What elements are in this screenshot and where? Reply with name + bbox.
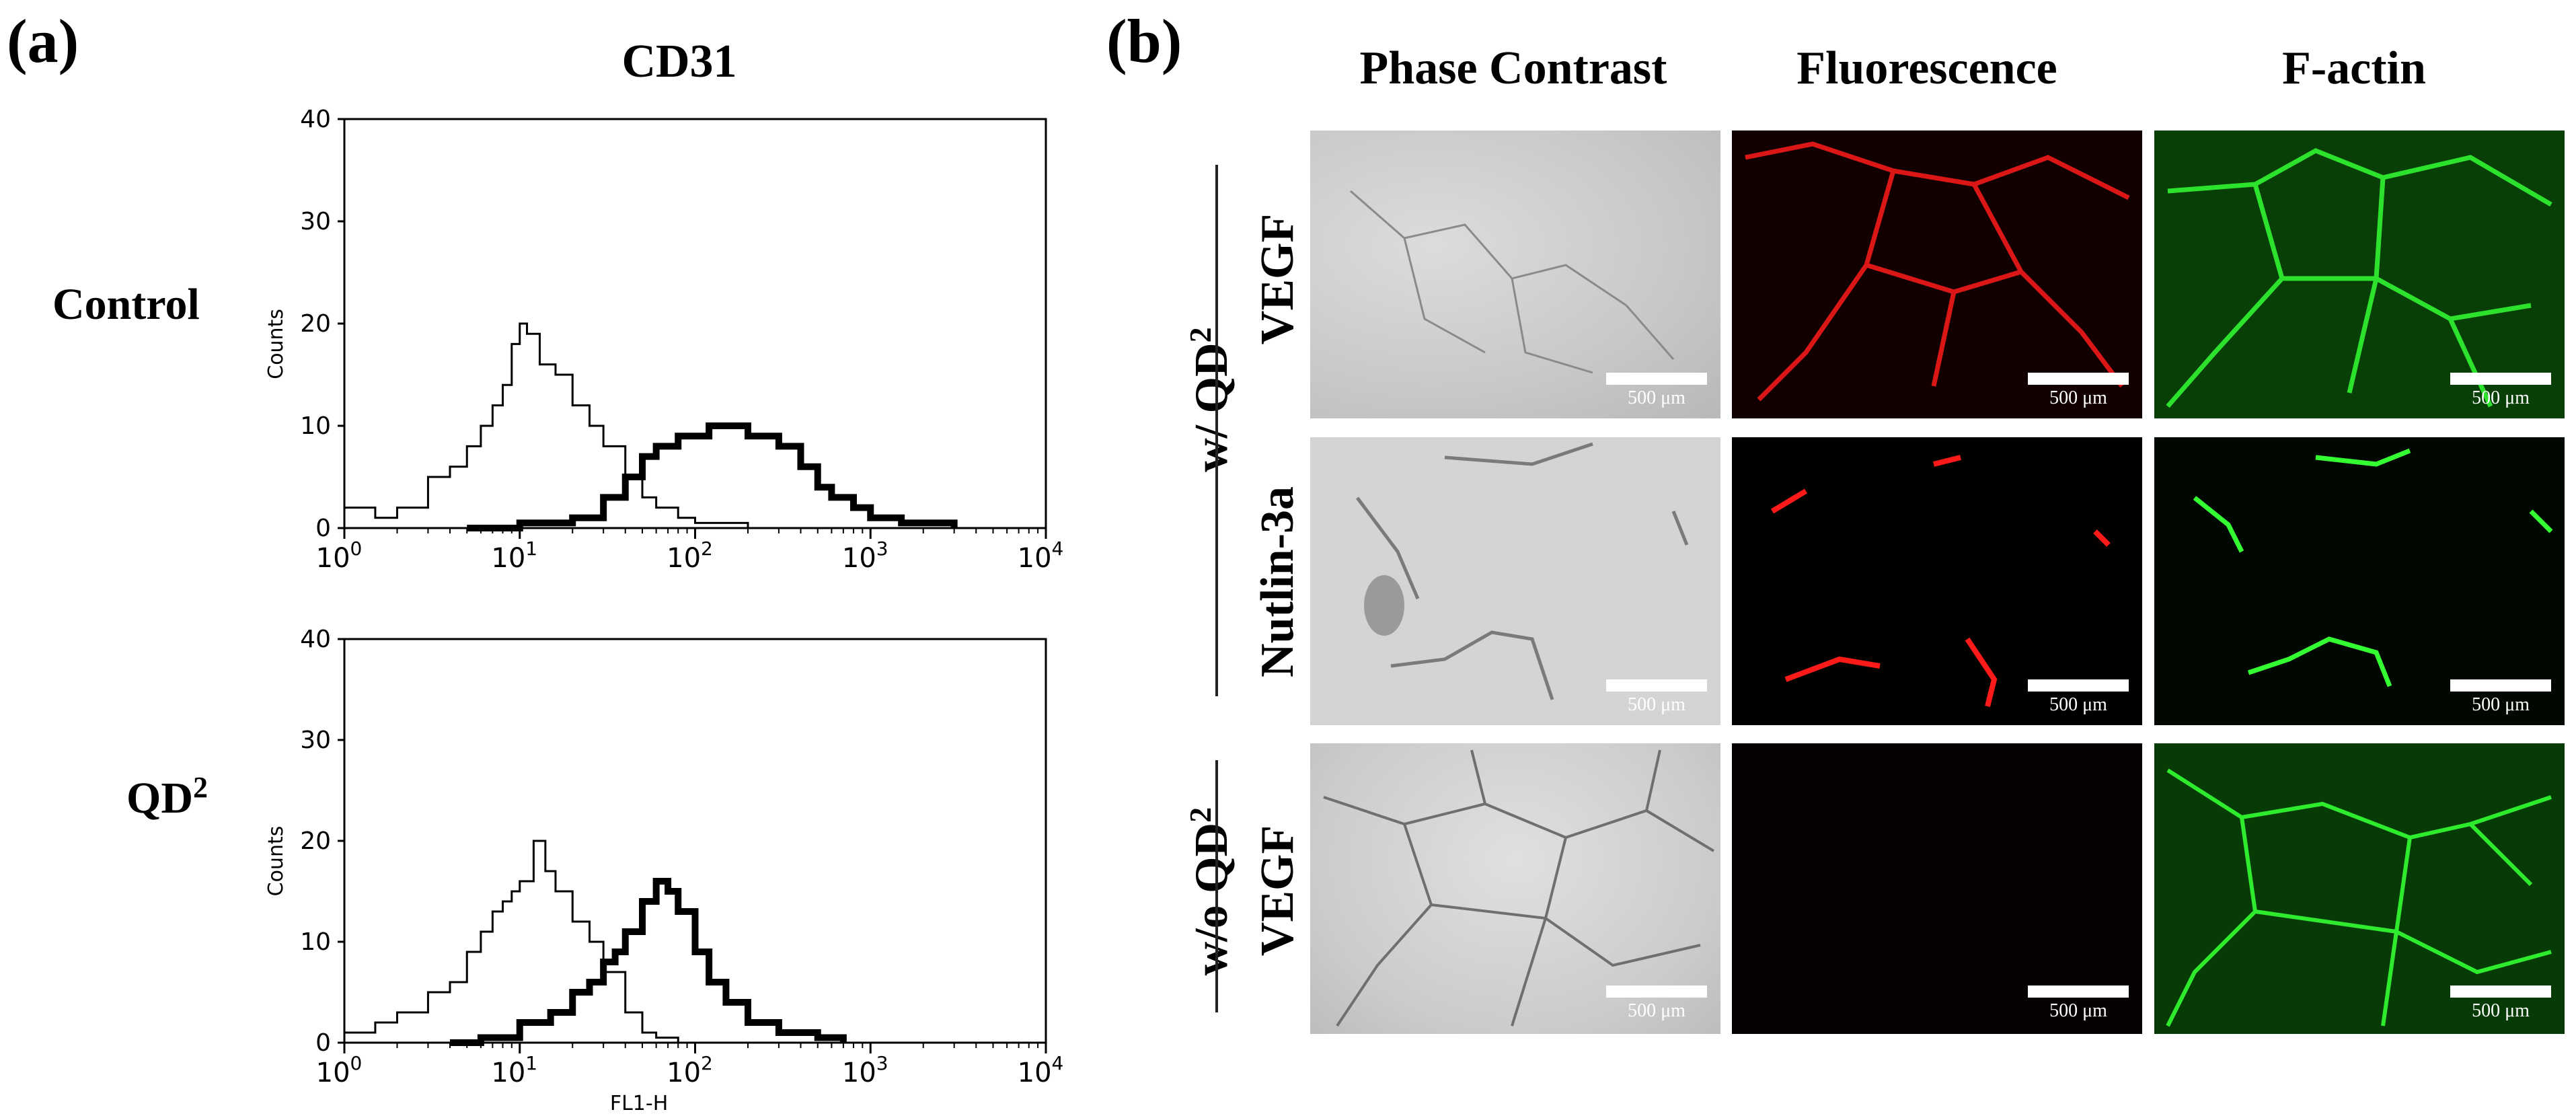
scale-bar-label: 500 μm — [2472, 694, 2530, 715]
x-tick-label: 100 — [316, 1052, 363, 1088]
group-label-without-qd2-text: w/o QD — [1186, 822, 1238, 976]
image-woqd2-factin: 500 μm — [2154, 743, 2565, 1034]
histogram-series-thin — [343, 322, 749, 528]
plot-1-row-label: Control — [52, 280, 200, 329]
green-network-texture — [2166, 148, 2552, 408]
scale-bar — [2028, 679, 2129, 692]
group-label-without-qd2-sup: 2 — [1182, 807, 1217, 823]
x-tick-label: 100 — [316, 537, 363, 574]
row-label-nutlin: Nutlin-3a — [1252, 486, 1303, 677]
image-vegf-fluorescence: 500 μm — [1732, 131, 2142, 418]
histogram-series-thick — [467, 422, 958, 531]
x-tick-label: 103 — [842, 1052, 888, 1088]
y-tick-label: 40 — [300, 106, 331, 133]
y-tick-label: 10 — [300, 412, 331, 440]
separator-without-qd2 — [1215, 760, 1218, 1012]
y-tick-label: 0 — [315, 1029, 331, 1057]
image-nutlin-factin: 500 μm — [2154, 437, 2565, 725]
scale-bar-label: 500 μm — [2049, 1000, 2107, 1021]
green-sparse-texture — [2193, 448, 2553, 687]
image-nutlin-fluorescence: 500 μm — [1732, 437, 2142, 725]
phase-network-texture — [1350, 190, 1675, 374]
y-tick-label: 10 — [300, 928, 331, 956]
green-dense-network-texture — [2166, 768, 2552, 1027]
scale-bar-label: 500 μm — [2049, 387, 2107, 408]
y-tick-label: 20 — [300, 310, 331, 338]
scale-bar — [1606, 373, 1707, 385]
group-label-with-qd2-sup: 2 — [1182, 327, 1217, 343]
panel-b-label: (b) — [1106, 7, 1182, 75]
y-tick-label: 20 — [300, 827, 331, 855]
y-tick-label: 0 — [315, 515, 331, 542]
scale-bar — [1606, 679, 1707, 692]
x-tick-label: 102 — [667, 537, 713, 574]
scale-bar-label: 500 μm — [2472, 1000, 2530, 1021]
scale-bar — [2028, 373, 2129, 385]
y-tick-label: 40 — [300, 626, 331, 653]
row-label-vegf-2: VEGF — [1252, 825, 1303, 957]
x-tick-label: 104 — [1018, 537, 1064, 574]
x-axis-label: FL1-H — [610, 1092, 668, 1115]
column-heading-phase: Phase Contrast — [1359, 42, 1667, 94]
group-label-with-qd2: w/ QD2 — [1182, 265, 1239, 534]
phase-sparse-texture — [1356, 442, 1689, 700]
red-sparse-texture — [1770, 455, 2111, 707]
scale-bar — [2450, 679, 2551, 692]
panel-a-title: CD31 — [621, 36, 737, 87]
image-vegf-phase: 500 μm — [1310, 131, 1720, 418]
scale-bar-label: 500 μm — [2049, 694, 2107, 715]
separator-with-qd2 — [1215, 165, 1218, 696]
scale-bar — [2450, 373, 2551, 385]
image-woqd2-fluorescence: 500 μm — [1732, 743, 2142, 1034]
histogram-series-thick — [449, 878, 847, 1046]
x-tick-label: 103 — [842, 537, 888, 574]
phase-dense-network-texture — [1323, 749, 1715, 1027]
group-label-without-qd2: w/o QD2 — [1182, 757, 1239, 1026]
y-tick-label: 30 — [300, 208, 331, 235]
plot-2-row-label-text: QD — [126, 774, 193, 823]
x-tick-label: 101 — [491, 537, 537, 574]
scale-bar-label: 500 μm — [1628, 694, 1685, 715]
red-network-texture — [1745, 141, 2130, 402]
scale-bar — [2028, 985, 2129, 998]
y-tick-label: 30 — [300, 727, 331, 754]
y-axis-label: Counts — [264, 826, 288, 897]
scale-bar-label: 500 μm — [1628, 1000, 1685, 1021]
histogram-series-thin — [343, 840, 679, 1043]
group-label-with-qd2-text: w/ QD — [1186, 342, 1238, 472]
scale-bar-label: 500 μm — [1628, 387, 1685, 408]
x-axis-label: FL1-H — [610, 577, 668, 579]
histogram-qd2: 0 10 20 30 40 100 101 102 103 104 Counts FL1-H — [264, 626, 1064, 1115]
histogram-control: 0 10 20 30 40 100 101 102 103 104 Counts FL1-H — [264, 106, 1064, 579]
x-tick-label: 102 — [667, 1052, 713, 1088]
scale-bar — [2450, 985, 2551, 998]
scale-bar — [1606, 985, 1707, 998]
panel-a-label: (a) — [7, 7, 79, 75]
row-label-vegf-1: VEGF — [1252, 213, 1303, 345]
image-vegf-factin: 500 μm — [2154, 131, 2565, 418]
image-woqd2-phase: 500 μm — [1310, 743, 1720, 1034]
column-heading-fluorescence: Fluorescence — [1796, 42, 2057, 94]
column-heading-factin: F-actin — [2282, 42, 2426, 94]
y-axis-label: Counts — [264, 309, 288, 379]
x-tick-label: 104 — [1018, 1052, 1064, 1088]
scale-bar-label: 500 μm — [2472, 387, 2530, 408]
plot-2-row-label-sup: 2 — [193, 771, 208, 804]
x-tick-label: 101 — [491, 1052, 537, 1088]
plot-2-row-label: QD2 — [126, 770, 208, 824]
image-nutlin-phase: 500 μm — [1310, 437, 1720, 725]
